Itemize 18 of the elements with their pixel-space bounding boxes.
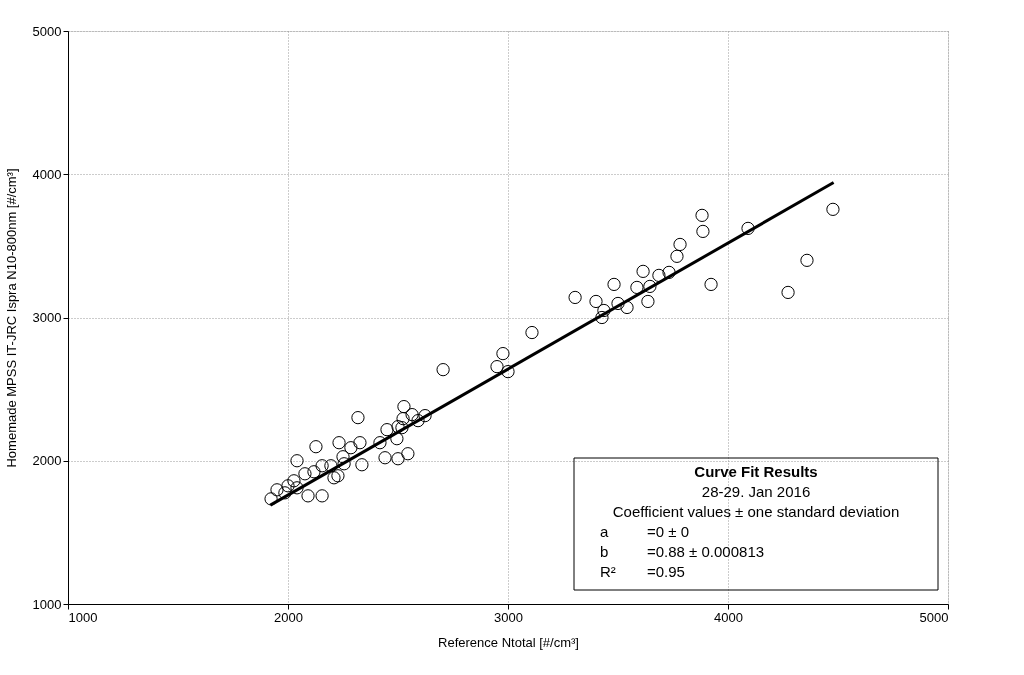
text: R² =0.95 [600,563,685,580]
text: a =0 ± 0 [600,523,690,540]
text: b =0.88 ± 0.000813 [600,543,765,560]
y-axis-title: Homemade MPSS IT-JRC Ispra N10-800nm [#/cm³] [3,168,19,468]
y-tick-label: 1000 [32,596,62,612]
y-tick-label: 4000 [32,166,62,182]
x-tick-label: 4000 [714,609,743,625]
y-tick-label: 2000 [32,453,62,469]
x-tick-label: 3000 [494,609,523,625]
annotation: Coefficient values ± one standard deviation [612,503,900,520]
annotation: 28-29. Jan 2016 [701,483,811,500]
annotation: Curve Fit Results [694,463,818,480]
x-tick-label: 5000 [919,609,949,625]
y-tick-label: 5000 [32,23,62,39]
y-tick-label: 3000 [32,310,62,325]
x-tick-label: 1000 [68,609,98,625]
x-tick-label: 2000 [274,609,303,625]
x-axis-title: Reference Ntotal [#/cm³] [438,634,579,650]
